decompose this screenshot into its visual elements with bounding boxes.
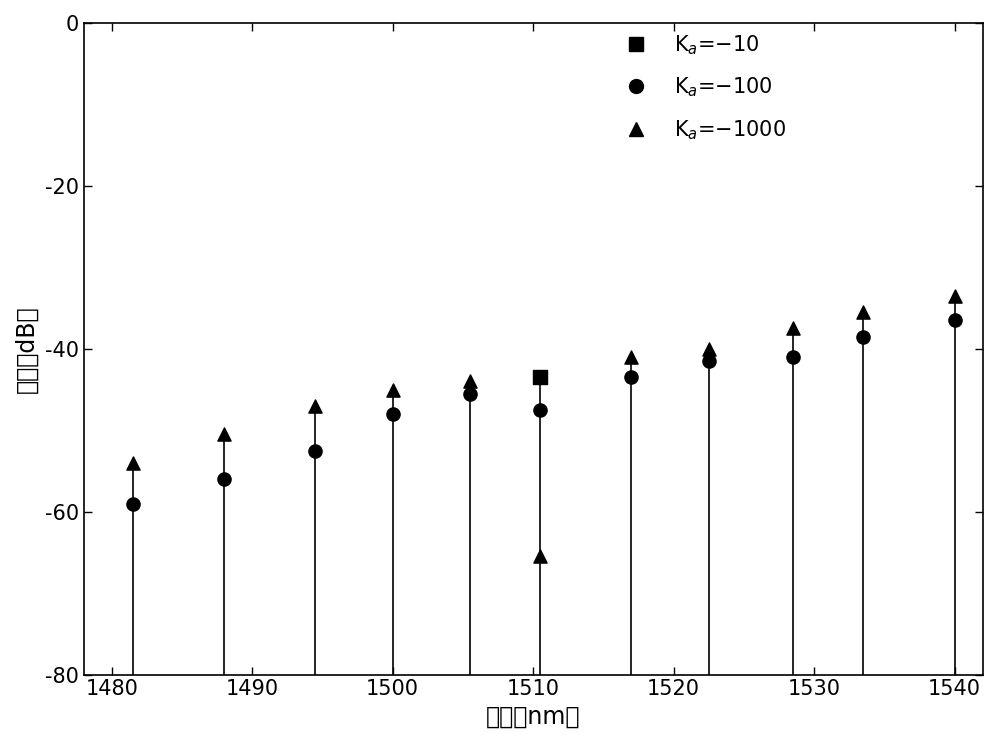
X-axis label: 波长（nm）: 波长（nm）: [486, 705, 580, 729]
Y-axis label: 能量（dB）: 能量（dB）: [15, 305, 39, 393]
K$_a$=−1000: [462, 376, 478, 388]
K$_a$=−100: [701, 355, 717, 367]
K$_a$=−1000: [532, 551, 548, 562]
K$_a$=−1000: [855, 307, 871, 318]
Legend: K$_a$=−10, K$_a$=−100, K$_a$=−1000: K$_a$=−10, K$_a$=−100, K$_a$=−1000: [615, 33, 786, 141]
K$_a$=−100: [785, 351, 801, 363]
K$_a$=−10: [532, 371, 548, 383]
K$_a$=−100: [532, 404, 548, 416]
K$_a$=−100: [462, 388, 478, 400]
K$_a$=−100: [947, 314, 963, 326]
K$_a$=−100: [125, 498, 141, 510]
K$_a$=−1000: [947, 290, 963, 302]
K$_a$=−1000: [125, 457, 141, 469]
K$_a$=−100: [385, 408, 401, 420]
K$_a$=−1000: [216, 429, 232, 440]
K$_a$=−1000: [307, 400, 323, 411]
K$_a$=−100: [855, 330, 871, 342]
K$_a$=−100: [307, 445, 323, 457]
K$_a$=−1000: [385, 384, 401, 396]
K$_a$=−100: [216, 473, 232, 485]
K$_a$=−100: [623, 371, 639, 383]
K$_a$=−1000: [623, 351, 639, 363]
K$_a$=−1000: [785, 322, 801, 334]
K$_a$=−1000: [701, 343, 717, 355]
